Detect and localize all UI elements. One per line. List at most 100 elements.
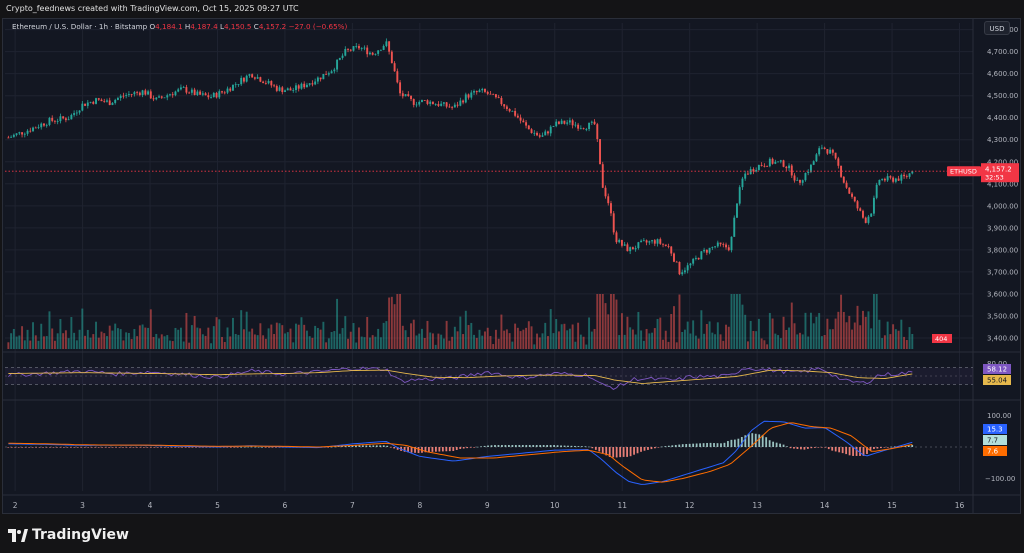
volume-bar — [771, 318, 774, 349]
volume-bar — [659, 317, 662, 349]
candle-body — [481, 89, 484, 91]
volume-bar — [322, 321, 325, 349]
candle-body — [322, 73, 325, 80]
macd-histogram-bar — [254, 446, 257, 448]
volume-bar — [738, 294, 741, 349]
candle-body — [136, 92, 139, 94]
candle-body — [368, 52, 371, 55]
candle-body — [374, 53, 377, 55]
candle-body — [264, 83, 267, 84]
candle-body — [889, 176, 892, 178]
candle-body — [694, 257, 697, 259]
currency-button[interactable]: USD — [984, 21, 1010, 35]
candle-body — [155, 97, 158, 100]
candle-body — [799, 179, 801, 183]
candle-body — [48, 117, 51, 125]
candle-body — [336, 59, 339, 70]
volume-bar — [103, 333, 106, 349]
macd-histogram-bar — [664, 446, 667, 447]
candle-body — [905, 176, 908, 177]
volume-bar — [637, 311, 640, 349]
volume-bar — [763, 340, 766, 349]
macd-histogram-bar — [733, 439, 736, 447]
volume-bar — [831, 329, 834, 349]
candle-body — [390, 51, 393, 64]
volume-bar — [251, 328, 254, 349]
candle-body — [730, 236, 733, 251]
volume-bar — [889, 334, 892, 349]
candle-body — [303, 83, 306, 88]
volume-bar — [801, 334, 804, 349]
macd-histogram-bar — [452, 447, 455, 451]
macd-histogram-bar — [163, 447, 166, 448]
candle-body — [174, 91, 177, 96]
macd-histogram-bar — [546, 445, 549, 447]
candle-body — [171, 94, 174, 96]
candle-body — [144, 90, 147, 95]
macd-histogram-bar — [685, 444, 688, 447]
volume-bar — [464, 310, 467, 349]
candle-body — [681, 272, 684, 275]
volume-bar — [741, 304, 744, 349]
candle-body — [385, 41, 388, 46]
volume-bar — [905, 340, 908, 349]
volume-bar — [330, 332, 333, 349]
volume-bar — [114, 323, 117, 349]
volume-bar — [377, 328, 380, 349]
candle-body — [23, 133, 26, 135]
volume-bar — [864, 316, 867, 349]
chart-canvas[interactable]: 4,800.004,700.004,600.004,500.004,400.00… — [3, 19, 1020, 513]
candle-body — [273, 85, 276, 87]
volume-bar — [818, 313, 821, 349]
candle-body — [116, 98, 119, 100]
macd-histogram-bar — [24, 447, 27, 448]
candle-body — [70, 114, 73, 120]
price-axis-label: 4,700.00 — [987, 48, 1018, 56]
macd-histogram-bar — [361, 445, 364, 447]
volume-bar — [840, 294, 843, 349]
candle-body — [234, 84, 237, 86]
macd-histogram-bar — [657, 447, 660, 448]
volume-bar — [78, 329, 81, 349]
volume-bar — [848, 315, 851, 349]
macd-histogram-bar — [751, 433, 754, 447]
candle-body — [163, 97, 166, 99]
macd-histogram-bar — [667, 445, 670, 447]
candle-body — [221, 91, 223, 93]
macd-histogram-bar — [111, 447, 114, 448]
volume-bar — [371, 335, 374, 349]
candle-body — [188, 92, 191, 94]
candle-body — [582, 128, 585, 130]
volume-bar — [434, 344, 437, 349]
volume-bar — [316, 327, 319, 349]
volume-bar — [81, 308, 84, 349]
volume-bar — [116, 328, 119, 349]
volume-bar — [442, 338, 445, 349]
candle-body — [177, 89, 180, 92]
macd-histogram-bar — [723, 442, 726, 447]
time-axis-label: 13 — [752, 501, 762, 510]
volume-bar — [618, 335, 621, 349]
volume-bar — [574, 341, 577, 349]
macd-histogram-bar — [622, 447, 625, 457]
candle-body — [300, 83, 303, 89]
macd-histogram-bar — [497, 445, 500, 447]
candle-body — [401, 93, 404, 97]
candle-body — [201, 93, 204, 95]
macd-histogram-bar — [455, 447, 458, 451]
candle-body — [223, 92, 226, 94]
candle-body — [12, 134, 15, 137]
macd-histogram-bar — [716, 443, 719, 447]
macd-histogram-bar — [10, 447, 13, 448]
macd-histogram-bar — [275, 447, 277, 448]
tradingview-logo[interactable]: TradingView — [8, 527, 129, 543]
volume-bar — [431, 333, 434, 349]
candle-body — [62, 116, 65, 119]
macd-histogram-bar — [817, 447, 820, 448]
candle-body — [642, 240, 645, 242]
chart-area[interactable]: 4,800.004,700.004,600.004,500.004,400.00… — [2, 18, 1021, 514]
volume-bar — [727, 326, 730, 349]
volume-bar — [823, 334, 826, 349]
macd-histogram-bar — [594, 447, 597, 450]
candle-body — [716, 242, 719, 247]
